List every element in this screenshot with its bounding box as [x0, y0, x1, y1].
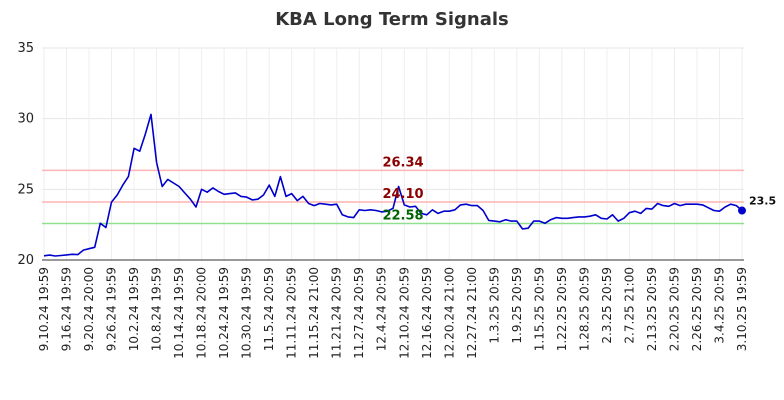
x-tick-label: 1.22.25 20:59	[555, 267, 569, 351]
y-tick-label: 35	[17, 41, 34, 56]
series-layer	[43, 113, 746, 257]
x-tick-label: 1.15.25 20:59	[532, 267, 546, 351]
y-tick-label: 25	[17, 182, 34, 197]
signal-line-label: 26.34	[382, 155, 423, 170]
x-tick-label: 9.10.24 19:59	[37, 267, 51, 351]
x-tick-label: 10.30.24 19:59	[240, 267, 254, 359]
x-tick-label: 1.9.25 20:59	[510, 267, 524, 344]
x-tick-label: 2.7.25 21:00	[622, 267, 636, 344]
x-tick-label: 2.3.25 20:59	[600, 267, 614, 344]
x-tick-label: 12.27.24 21:00	[465, 267, 479, 359]
x-tick-label: 9.26.24 19:59	[105, 267, 119, 351]
x-tick-label: 2.26.25 20:59	[690, 267, 704, 351]
signal-line-label: 22.58	[382, 209, 423, 224]
x-tick-label: 10.18.24 20:00	[195, 267, 209, 359]
x-tick-label: 9.16.24 19:59	[60, 267, 74, 351]
x-tick-label: 2.20.25 20:59	[667, 267, 681, 351]
axes: 20 25 30 35 9.10.24 19:59 9.16.24 19:59 9.20.2…	[17, 41, 749, 359]
x-tick-label: 11.5.24 20:59	[262, 267, 276, 351]
x-tick-label: 12.4.24 20:59	[375, 267, 389, 351]
x-tick-label: 1.28.25 20:59	[577, 267, 591, 351]
y-tick-label: 20	[17, 253, 34, 268]
last-value-point	[738, 206, 746, 215]
x-tick-label: 11.21.24 20:59	[330, 267, 344, 359]
last-value-label: 23.5	[749, 195, 776, 208]
y-tick-label: 30	[17, 112, 34, 127]
x-tick-label: 11.27.24 20:59	[352, 267, 366, 359]
x-tick-label: 10.14.24 19:59	[172, 267, 186, 359]
x-tick-label: 2.13.25 20:59	[645, 267, 659, 351]
x-tick-label: 10.2.24 19:59	[127, 267, 141, 351]
x-tick-label: 11.15.24 21:00	[307, 267, 321, 359]
x-tick-label: 12.10.24 20:59	[397, 267, 411, 359]
x-tick-label: 11.11.24 20:59	[285, 267, 299, 359]
x-tick-label: 1.3.25 20:59	[487, 267, 501, 344]
x-tick-label: 9.20.24 20:00	[82, 267, 96, 351]
x-tick-label: 3.10.25 19:59	[735, 267, 749, 351]
grid	[42, 47, 744, 261]
label-layer: 26.34 24.10 22.58 23.5	[382, 155, 776, 223]
x-tick-label: 3.4.25 20:59	[712, 267, 726, 344]
x-tick-label: 10.8.24 19:59	[150, 267, 164, 351]
price-series-line	[43, 113, 743, 257]
chart-title: KBA Long Term Signals	[275, 9, 509, 30]
x-tick-label: 12.16.24 20:59	[420, 267, 434, 359]
signal-line-label: 24.10	[382, 187, 423, 202]
x-tick-label: 10.24.24 19:59	[217, 267, 231, 359]
x-tick-label: 12.20.24 21:00	[442, 267, 456, 359]
